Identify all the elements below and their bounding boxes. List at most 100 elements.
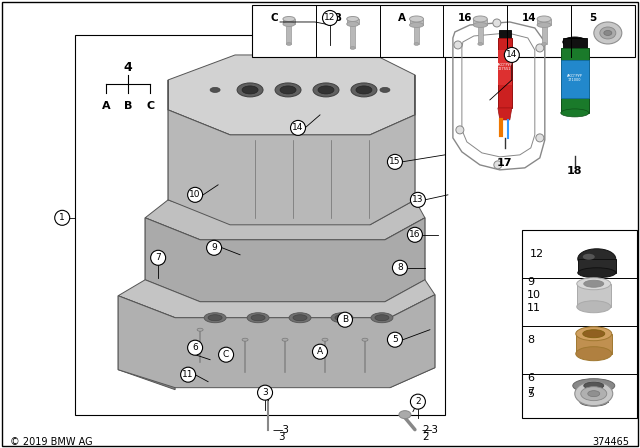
Text: 5: 5 (589, 13, 596, 23)
Circle shape (219, 347, 234, 362)
Text: 7: 7 (527, 387, 534, 396)
Polygon shape (118, 280, 435, 318)
Text: 12: 12 (530, 249, 544, 259)
Text: 11: 11 (527, 303, 541, 313)
Text: 17: 17 (497, 158, 513, 168)
Polygon shape (474, 19, 487, 25)
Text: 14: 14 (506, 51, 518, 60)
Text: 10: 10 (189, 190, 201, 199)
Bar (522, 230, 637, 418)
Ellipse shape (541, 43, 547, 45)
Polygon shape (283, 19, 295, 24)
Bar (478, 24, 483, 44)
Text: 8: 8 (527, 335, 534, 345)
Ellipse shape (576, 347, 612, 361)
Text: 5: 5 (527, 389, 534, 399)
Ellipse shape (537, 22, 551, 27)
Ellipse shape (242, 338, 248, 341)
Ellipse shape (283, 22, 295, 26)
Circle shape (337, 312, 353, 327)
Text: 374465: 374465 (593, 437, 630, 447)
Ellipse shape (478, 43, 483, 45)
Ellipse shape (237, 83, 263, 97)
Circle shape (150, 250, 166, 265)
Text: 6: 6 (527, 373, 534, 383)
Text: 9: 9 (211, 243, 217, 252)
Bar (287, 24, 291, 44)
Circle shape (392, 260, 408, 275)
Polygon shape (498, 108, 512, 120)
Ellipse shape (604, 30, 612, 35)
Text: B: B (342, 315, 348, 324)
Ellipse shape (322, 338, 328, 341)
Text: 18: 18 (567, 166, 582, 176)
Bar (350, 24, 355, 48)
Ellipse shape (280, 86, 296, 94)
Text: A: A (397, 13, 406, 23)
Ellipse shape (380, 87, 390, 92)
Ellipse shape (583, 254, 595, 260)
Polygon shape (580, 386, 608, 402)
Circle shape (387, 155, 403, 169)
Ellipse shape (399, 411, 411, 418)
Polygon shape (577, 284, 611, 307)
Text: 2: 2 (422, 431, 429, 442)
Ellipse shape (580, 387, 607, 401)
Bar (76, 35, 445, 415)
Ellipse shape (537, 16, 551, 22)
Ellipse shape (208, 315, 222, 321)
Circle shape (410, 192, 426, 207)
Ellipse shape (347, 17, 358, 22)
Ellipse shape (588, 391, 600, 396)
Ellipse shape (580, 397, 608, 406)
Polygon shape (145, 200, 425, 240)
Text: 13: 13 (412, 195, 424, 204)
Bar (252, 5, 635, 57)
Bar (541, 24, 547, 44)
Ellipse shape (293, 315, 307, 321)
Text: C: C (270, 13, 278, 23)
Ellipse shape (283, 17, 295, 22)
Polygon shape (537, 19, 551, 25)
Ellipse shape (251, 315, 265, 321)
Ellipse shape (563, 37, 587, 47)
Circle shape (188, 340, 203, 355)
Ellipse shape (594, 22, 622, 44)
Ellipse shape (350, 47, 355, 49)
Ellipse shape (289, 313, 311, 323)
Text: 10: 10 (527, 290, 541, 300)
Bar (561, 48, 589, 113)
Ellipse shape (313, 83, 339, 97)
Text: B: B (124, 101, 132, 111)
Ellipse shape (282, 338, 288, 341)
Circle shape (207, 240, 221, 255)
Ellipse shape (584, 382, 604, 389)
Ellipse shape (247, 313, 269, 323)
Ellipse shape (573, 379, 615, 392)
Circle shape (408, 227, 422, 242)
Circle shape (410, 394, 426, 409)
Circle shape (188, 187, 203, 202)
Ellipse shape (577, 301, 611, 313)
Circle shape (494, 161, 502, 169)
Polygon shape (385, 218, 425, 302)
Polygon shape (118, 295, 435, 388)
Text: A: A (102, 101, 111, 111)
Text: 2: 2 (415, 397, 420, 406)
Ellipse shape (474, 22, 487, 27)
Text: 3: 3 (262, 388, 268, 397)
Ellipse shape (576, 327, 612, 341)
Text: 3: 3 (278, 431, 285, 442)
Text: A: A (317, 347, 323, 356)
Ellipse shape (275, 83, 301, 97)
Circle shape (454, 41, 462, 49)
Polygon shape (168, 80, 230, 220)
Text: —3: —3 (272, 425, 289, 435)
Circle shape (291, 121, 305, 135)
Text: 4: 4 (124, 61, 132, 74)
Bar (498, 38, 512, 108)
Bar (578, 259, 616, 273)
Ellipse shape (371, 313, 393, 323)
Polygon shape (410, 19, 424, 25)
Text: 11: 11 (182, 370, 194, 379)
